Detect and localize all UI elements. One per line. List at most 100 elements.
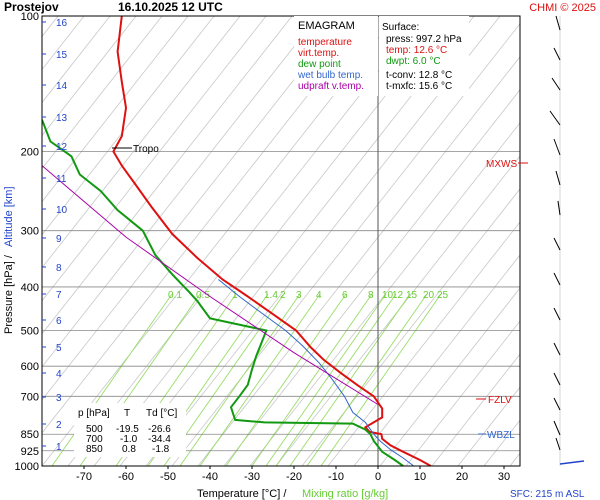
profile-series: [42, 16, 432, 466]
legend-wet-bulb: wet bulb temp.: [297, 70, 363, 81]
wind-barb: [553, 138, 561, 156]
levels-cell: 850: [86, 444, 103, 455]
levels-cell: -26.6: [148, 424, 171, 435]
legend-updraft: udpraft v.temp.: [298, 81, 364, 92]
levels-header-p: p [hPa]: [78, 408, 110, 419]
altitude-tick-label: 3: [56, 393, 62, 404]
mixing-ratio-label: 6: [342, 290, 348, 301]
dry-adiabat-line: [275, 155, 520, 466]
altitude-tick-label: 13: [56, 113, 68, 124]
station-title: Prostejov: [4, 0, 59, 14]
levels-cell: 700: [86, 434, 103, 445]
levels-cell: -19.5: [116, 424, 139, 435]
mixing-ratio-label: 0.1: [168, 290, 182, 301]
levels-table-box: [74, 403, 186, 457]
mixing-ratio-line: [265, 293, 387, 466]
dry-adiabat-line: [42, 16, 371, 434]
temperature-tick-label: 0: [375, 471, 381, 483]
pressure-tick-label: 100: [21, 11, 39, 23]
dry-adiabat-line: [197, 56, 520, 466]
dry-adiabat-line: [42, 16, 215, 236]
temperature-tick-label: -40: [202, 471, 218, 483]
y-axis-label: Pressure [hPa] /: [3, 254, 15, 334]
dry-adiabat-line: [42, 16, 163, 170]
altitude-tick-label: 10: [56, 205, 68, 216]
altitude-tick-label: 7: [56, 290, 62, 301]
wind-barb: [549, 110, 561, 126]
altitude-tick-label: 11: [56, 174, 67, 185]
surface-box: [379, 16, 469, 96]
temperature-tick-label: 10: [414, 471, 426, 483]
mixing-ratio-label: 12: [392, 290, 404, 301]
wind-barbs: [549, 15, 585, 466]
dry-adiabat-line: [67, 16, 423, 466]
copyright: CHMI © 2025: [529, 2, 596, 14]
dry-adiabat-line: [93, 16, 449, 466]
dry-adiabat-line: [327, 221, 520, 466]
dry-adiabat-line: [42, 16, 319, 368]
tropo-label: Tropo: [133, 144, 159, 155]
altitude-tick-label: 12: [56, 142, 68, 153]
series-line-parcel: [42, 165, 379, 405]
mixing-ratio-line: [306, 293, 428, 466]
legend-dew-point: dew point: [298, 59, 341, 70]
dry-adiabat-line: [379, 287, 520, 466]
pressure-tick-label: 850: [21, 429, 39, 441]
dry-adiabat-line: [145, 16, 501, 466]
mxws-label: MXWS: [486, 159, 517, 170]
datetime-title: 16.10.2025 12 UTC: [118, 0, 223, 14]
dry-adiabat-line: [171, 23, 520, 466]
mixing-ratio-label: 2: [280, 290, 286, 301]
mixing-ratio-label: 15: [406, 290, 418, 301]
sfc-label: SFC: 215 m ASL: [510, 489, 585, 500]
pressure-tick-label: 925: [21, 446, 39, 458]
mixing-ratio-line: [51, 293, 173, 466]
pressure-tick-label: 1000: [15, 461, 39, 473]
dry-adiabat-line: [42, 16, 345, 401]
temperature-tick-label: -70: [76, 471, 92, 483]
y-axis-alt-label: Altitude [km]: [3, 186, 15, 247]
dry-adiabat-line: [42, 16, 241, 269]
wind-barb: [553, 397, 561, 411]
levels-cell: -1.8: [152, 444, 170, 455]
fzlv-label: FZLV: [488, 395, 512, 406]
mixing-ratio-label: 10: [382, 290, 394, 301]
wind-barb-surface: [559, 460, 585, 465]
temperature-tick-label: 30: [498, 471, 510, 483]
dry-adiabat-line: [353, 254, 520, 466]
pressure-tick-label: 600: [21, 361, 39, 373]
mixing-ratio-label: 25: [437, 290, 449, 301]
wind-barb: [551, 77, 561, 91]
altitude-tick-label: 8: [56, 263, 62, 274]
wind-barb: [555, 437, 561, 451]
mixing-ratio-line: [179, 293, 301, 466]
wind-barb: [557, 200, 561, 216]
mixing-ratio-line: [275, 293, 397, 466]
legend-virt-temp: virt.temp.: [298, 48, 339, 59]
wind-barb: [553, 342, 561, 356]
pressure-tick-label: 300: [21, 226, 39, 238]
wind-barb: [553, 372, 561, 386]
mixing-ratio-label: 1: [232, 290, 238, 301]
wind-barb: [553, 237, 561, 251]
surface-title: Surface:: [382, 22, 419, 33]
temperature-tick-label: -30: [244, 471, 260, 483]
surface-temp: temp: 12.6 °C: [386, 45, 447, 56]
mixing-ratio-line: [199, 293, 321, 466]
mixing-ratio-label: 8: [368, 290, 374, 301]
wind-barb: [553, 272, 561, 286]
legend-title: EMAGRAM: [298, 20, 355, 32]
legend-temperature: temperature: [298, 37, 352, 48]
temperature-tick-label: -10: [328, 471, 344, 483]
temperature-tick-label: -50: [160, 471, 176, 483]
surface-tconv: t-conv: 12.8 °C: [386, 70, 452, 81]
temperature-tick-label: -60: [118, 471, 134, 483]
temperature-tick-label: 20: [456, 471, 468, 483]
altitude-tick-label: 16: [56, 18, 68, 29]
altitude-tick-label: 14: [56, 81, 68, 92]
dry-adiabat-line: [42, 16, 267, 302]
x-axis-mix-label: Mixing ratio [g/kg]: [302, 488, 388, 500]
levels-cell: 500: [86, 424, 103, 435]
wbzl-label: WBZL: [487, 430, 515, 441]
